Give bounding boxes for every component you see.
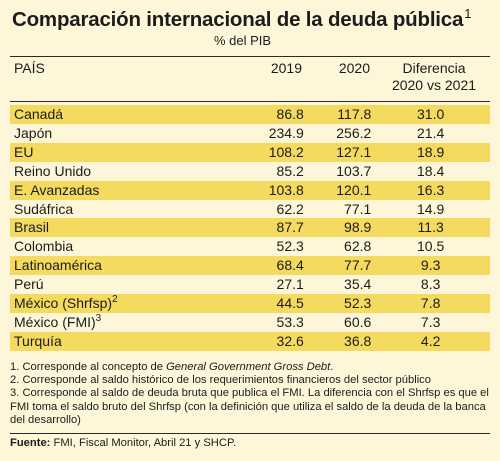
cell-country: Japón <box>14 124 53 141</box>
chart-title: Comparación internacional de la deuda pú… <box>12 6 472 31</box>
cell-2020: 120.1 <box>303 180 372 200</box>
cell-2020: 98.9 <box>303 218 372 238</box>
cell-difference: 9.3 <box>371 256 490 276</box>
column-header-2019: 2019 <box>270 60 302 76</box>
table-row: Canadá 86.8 117.8 31.0 <box>10 105 490 124</box>
footnote-3: 3. Corresponde al saldo de deuda bruta q… <box>10 387 489 426</box>
table-row: Latinoamérica 68.4 77.7 9.3 <box>10 256 490 276</box>
source-label: Fuente: <box>10 437 51 449</box>
table-row: Japón 234.9 256.2 21.4 <box>10 124 490 143</box>
cell-2020: 60.6 <box>344 313 372 330</box>
country-footnote-mark: 3 <box>95 312 102 324</box>
table-row: Turquía 32.6 36.8 4.2 <box>10 331 490 351</box>
cell-2019: 68.4 <box>248 256 304 276</box>
column-header-difference: Diferencia 2020 vs 2021 <box>382 60 486 94</box>
chart-subtitle: % del PIB <box>214 33 272 48</box>
cell-2019: 87.7 <box>248 218 304 238</box>
footnote-1-italic: General Government Gross Debt <box>166 361 331 373</box>
cell-2019: 27.1 <box>276 276 304 293</box>
column-header-difference-line1: Diferencia <box>402 60 466 76</box>
table-row: E. Avanzadas 103.8 120.1 16.3 <box>10 180 490 200</box>
cell-country: E. Avanzadas <box>10 180 249 200</box>
column-header-country: PAÍS <box>14 60 45 76</box>
source-note: Fuente: FMI, Fiscal Monitor, Abril 21 y … <box>10 437 236 449</box>
cell-country: Latinoamérica <box>10 256 249 276</box>
table-row: EU 108.2 127.1 18.9 <box>10 142 490 162</box>
cell-2019: 52.3 <box>276 238 304 255</box>
cell-2020: 36.8 <box>303 331 372 351</box>
cell-difference: 18.9 <box>371 142 490 162</box>
header-top-rule <box>10 56 490 57</box>
footnote-1: 1. Corresponde al concepto de General Go… <box>10 361 334 373</box>
cell-2020: 77.7 <box>303 256 372 276</box>
cell-2019: 108.2 <box>248 142 304 162</box>
table-row: Reino Unido 85.2 103.7 18.4 <box>10 162 490 181</box>
cell-difference: 16.3 <box>371 180 490 200</box>
cell-difference: 7.8 <box>371 294 490 313</box>
column-header-2020: 2020 <box>338 60 370 76</box>
cell-2019: 86.8 <box>248 105 304 124</box>
cell-2020: 35.4 <box>344 276 372 293</box>
cell-country: Canadá <box>10 105 249 124</box>
table-row: Perú 27.1 35.4 8.3 <box>10 275 490 294</box>
footnotes: 1. Corresponde al concepto de General Go… <box>10 361 490 427</box>
country-footnote-mark: 2 <box>112 294 118 306</box>
cell-difference: 8.3 <box>420 276 441 293</box>
cell-2020: 117.8 <box>303 105 372 124</box>
cell-country: Sudáfrica <box>14 200 74 217</box>
cell-2019: 103.8 <box>248 180 304 200</box>
column-header-difference-line2: 2020 vs 2021 <box>391 77 477 93</box>
cell-country: Colombia <box>14 238 74 255</box>
footnote-2: 2. Corresponde al saldo histórico de los… <box>10 374 432 387</box>
table-row: Colombia 52.3 62.8 10.5 <box>10 237 490 256</box>
cell-2019: 44.5 <box>248 294 304 313</box>
cell-2019: 85.2 <box>276 162 304 179</box>
cell-difference: 4.2 <box>371 331 490 351</box>
cell-country: México (Shrfsp)2 <box>10 294 249 313</box>
cell-difference: 14.9 <box>417 200 445 217</box>
cell-2020: 127.1 <box>303 142 372 162</box>
source-rule <box>10 433 490 434</box>
table-row: México (FMI)3 53.3 60.6 7.3 <box>10 313 490 332</box>
cell-difference: 10.5 <box>417 238 445 255</box>
cell-country: EU <box>10 142 249 162</box>
data-table: Canadá 86.8 117.8 31.0 Japón 234.9 256.2 21.4 EU… <box>10 105 490 351</box>
header-bottom-rule <box>10 101 490 102</box>
cell-country: Perú <box>14 276 44 293</box>
table-row: Brasil 87.7 98.9 11.3 <box>10 218 490 238</box>
cell-country: Reino Unido <box>14 162 92 179</box>
cell-difference: 7.3 <box>420 313 441 330</box>
cell-2020: 52.3 <box>303 294 372 313</box>
cell-2020: 62.8 <box>344 238 372 255</box>
cell-2019: 234.9 <box>268 124 304 141</box>
source-text: FMI, Fiscal Monitor, Abril 21 y SHCP. <box>50 437 237 449</box>
table-body: Canadá 86.8 117.8 31.0 Japón 234.9 256.2 21.4 EU… <box>10 105 490 351</box>
cell-difference: 31.0 <box>371 105 490 124</box>
title-footnote-mark: 1 <box>464 6 472 21</box>
cell-2019: 62.2 <box>276 200 304 217</box>
table-row: Sudáfrica 62.2 77.1 14.9 <box>10 200 490 219</box>
cell-2020: 103.7 <box>336 162 372 179</box>
cell-difference: 18.4 <box>417 162 445 179</box>
cell-2019: 32.6 <box>248 331 304 351</box>
cell-country: México (FMI)3 <box>14 312 102 330</box>
cell-country: Brasil <box>10 218 249 238</box>
cell-2020: 256.2 <box>336 124 372 141</box>
cell-difference: 11.3 <box>371 218 490 238</box>
cell-difference: 21.4 <box>417 124 445 141</box>
cell-country: Turquía <box>10 331 249 351</box>
table-row: México (Shrfsp)2 44.5 52.3 7.8 <box>10 294 490 313</box>
cell-2019: 53.3 <box>276 313 304 330</box>
cell-2020: 77.1 <box>344 200 372 217</box>
